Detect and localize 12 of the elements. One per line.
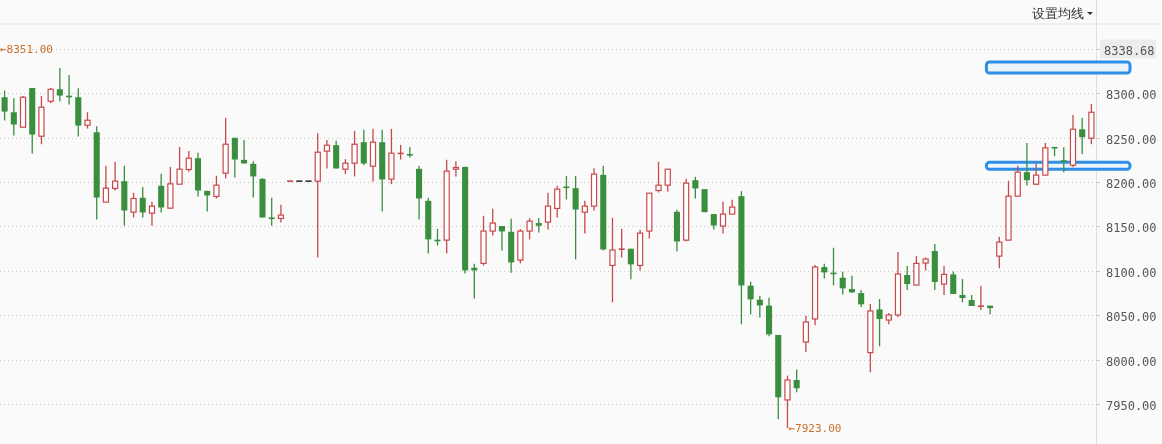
y-tick-label: 8250.00 bbox=[1106, 132, 1157, 147]
text: 设置均线 bbox=[1032, 6, 1084, 21]
y-tick-label: 8100.00 bbox=[1106, 265, 1157, 280]
y-tick-label: 8050.00 bbox=[1106, 309, 1157, 324]
y-tick-label: 8000.00 bbox=[1106, 354, 1157, 369]
y-tick-label: 8150.00 bbox=[1106, 220, 1157, 235]
annotation: ←7923.00 bbox=[788, 422, 842, 436]
y-tick-label: 8300.00 bbox=[1106, 87, 1157, 102]
y-tick-label: 8200.00 bbox=[1106, 176, 1157, 191]
y-tick-label: 7950.00 bbox=[1106, 398, 1157, 413]
text: 8338.68 bbox=[1104, 43, 1155, 58]
annotation: ←8351.00 bbox=[0, 42, 53, 56]
